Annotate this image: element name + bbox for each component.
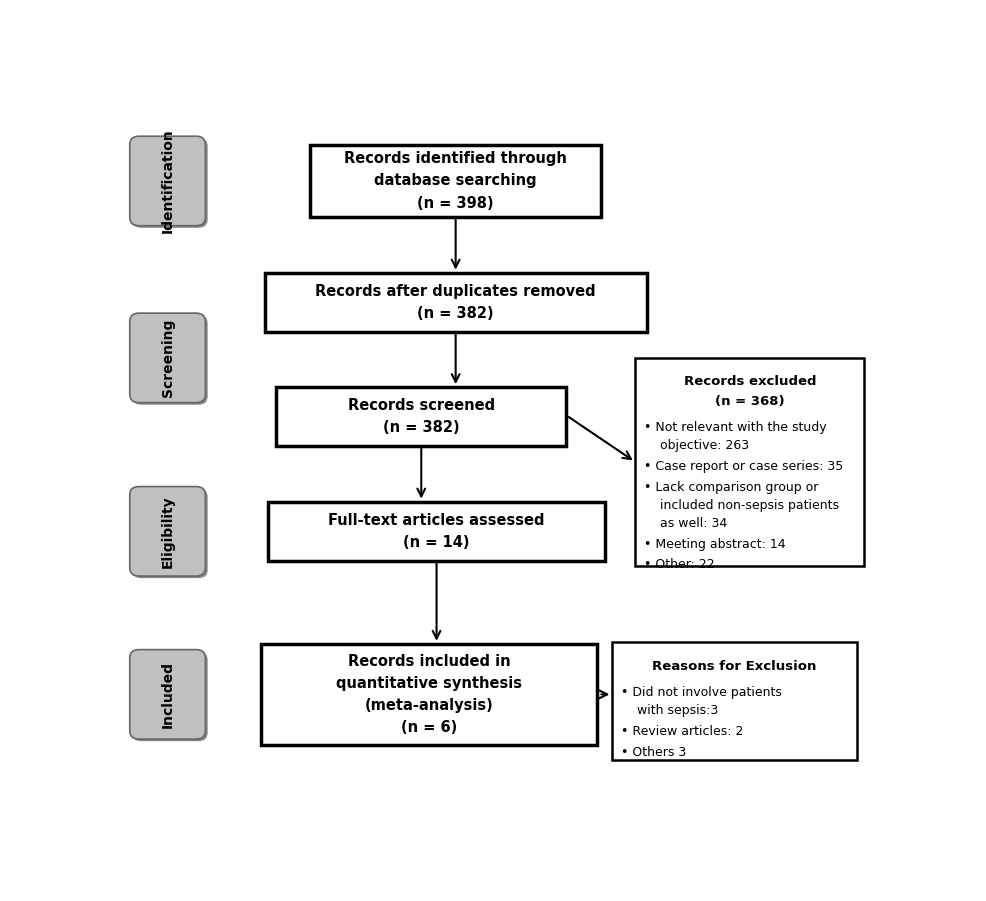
- FancyBboxPatch shape: [132, 651, 208, 742]
- Text: • Not relevant with the study: • Not relevant with the study: [645, 421, 827, 434]
- Text: • Case report or case series: 35: • Case report or case series: 35: [645, 460, 844, 473]
- Text: database searching: database searching: [375, 174, 537, 188]
- FancyBboxPatch shape: [132, 488, 208, 578]
- Text: Reasons for Exclusion: Reasons for Exclusion: [653, 660, 816, 673]
- FancyBboxPatch shape: [132, 315, 208, 405]
- Bar: [260, 644, 597, 744]
- FancyBboxPatch shape: [130, 487, 205, 576]
- Text: Eligibility: Eligibility: [161, 495, 175, 568]
- Text: Included: Included: [161, 660, 175, 728]
- FancyBboxPatch shape: [132, 138, 208, 228]
- Text: • Did not involve patients: • Did not involve patients: [621, 686, 782, 699]
- Bar: [612, 642, 857, 760]
- Text: objective: 263: objective: 263: [660, 439, 748, 452]
- Text: Records identified through: Records identified through: [344, 151, 567, 167]
- Text: (n = 14): (n = 14): [403, 535, 469, 550]
- Text: (n = 382): (n = 382): [383, 421, 459, 435]
- Text: Full-text articles assessed: Full-text articles assessed: [328, 513, 545, 528]
- Text: Records screened: Records screened: [348, 398, 495, 414]
- Text: (meta-analysis): (meta-analysis): [365, 698, 493, 713]
- Text: included non-sepsis patients: included non-sepsis patients: [660, 499, 839, 512]
- FancyBboxPatch shape: [130, 314, 205, 403]
- Text: (n = 382): (n = 382): [417, 306, 494, 321]
- Text: (n = 368): (n = 368): [715, 395, 785, 407]
- Text: • Lack comparison group or: • Lack comparison group or: [645, 480, 818, 494]
- Bar: [311, 144, 600, 217]
- Text: Screening: Screening: [161, 319, 175, 397]
- Text: • Review articles: 2: • Review articles: 2: [621, 725, 743, 738]
- FancyBboxPatch shape: [130, 136, 205, 226]
- Text: (n = 398): (n = 398): [417, 196, 494, 211]
- Bar: [268, 502, 604, 560]
- Text: • Others 3: • Others 3: [621, 746, 686, 759]
- Bar: [276, 387, 567, 446]
- Text: Records excluded: Records excluded: [683, 375, 816, 388]
- Text: • Meeting abstract: 14: • Meeting abstract: 14: [645, 538, 786, 551]
- Text: quantitative synthesis: quantitative synthesis: [336, 676, 522, 691]
- Text: Identification: Identification: [161, 129, 175, 233]
- Bar: [635, 358, 865, 566]
- Text: Records included in: Records included in: [348, 653, 510, 669]
- Text: as well: 34: as well: 34: [660, 517, 727, 530]
- Text: • Other: 22: • Other: 22: [645, 559, 715, 571]
- Text: (n = 6): (n = 6): [400, 720, 458, 735]
- Text: Records after duplicates removed: Records after duplicates removed: [316, 284, 596, 299]
- Bar: [264, 273, 647, 332]
- Text: with sepsis:3: with sepsis:3: [637, 704, 718, 717]
- FancyBboxPatch shape: [130, 650, 205, 739]
